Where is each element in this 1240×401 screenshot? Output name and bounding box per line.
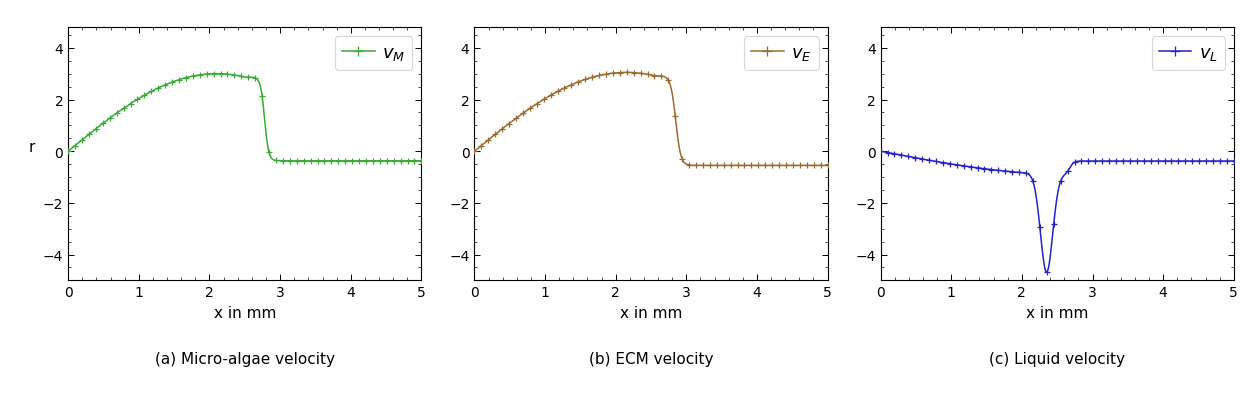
Legend: $v_L$: $v_L$ [1152, 37, 1225, 71]
Legend: $v_E$: $v_E$ [744, 37, 818, 71]
Text: (c) Liquid velocity: (c) Liquid velocity [990, 351, 1125, 367]
Y-axis label: r: r [29, 140, 35, 154]
X-axis label: x in mm: x in mm [620, 305, 682, 320]
Text: (b) ECM velocity: (b) ECM velocity [589, 351, 713, 367]
X-axis label: x in mm: x in mm [1025, 305, 1089, 320]
Legend: $v_M$: $v_M$ [335, 37, 413, 71]
Text: (a) Micro-algae velocity: (a) Micro-algae velocity [155, 351, 335, 367]
X-axis label: x in mm: x in mm [213, 305, 277, 320]
